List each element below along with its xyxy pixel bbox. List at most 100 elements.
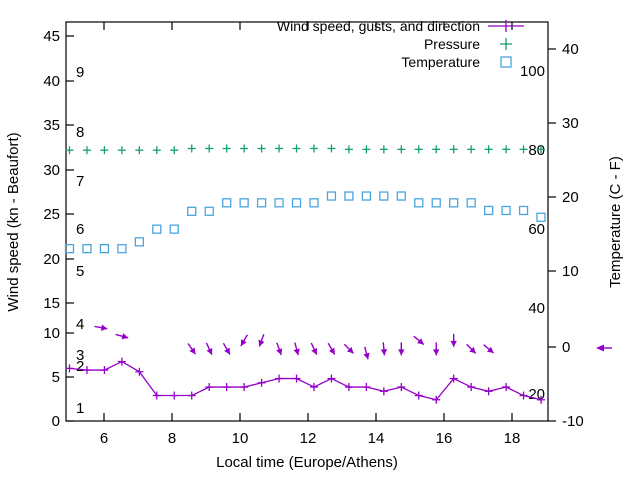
temperature-point <box>518 205 529 216</box>
y-axis-ticks <box>66 35 74 422</box>
temperature-point <box>152 224 162 234</box>
x-axis-ticks <box>103 22 513 421</box>
beaufort-6: 6 <box>76 221 84 238</box>
x-axis-tick-labels: 6 8 10 12 14 16 18 <box>100 430 521 447</box>
wind-direction-arrow <box>115 333 129 340</box>
y-tick-45: 45 <box>43 28 60 45</box>
temperature-point <box>239 198 249 208</box>
y-tick-5: 5 <box>52 369 60 386</box>
temperature-point <box>134 237 144 247</box>
y2-tick-0: 0 <box>562 339 570 356</box>
wind-direction-arrow <box>327 342 336 355</box>
beaufort-4: 4 <box>76 316 84 333</box>
wind-direction-arrow <box>293 342 300 356</box>
wind-direction-arrow <box>276 342 283 356</box>
y-axis-tick-labels: 45 40 35 30 25 20 15 10 5 0 <box>43 28 60 430</box>
temperature-point <box>414 198 424 208</box>
temperature-point <box>396 191 406 201</box>
wind-speed-line <box>69 360 542 401</box>
x-tick-16: 16 <box>436 430 453 447</box>
legend-marker-temperature <box>500 56 512 68</box>
legend-label-pressure: Pressure <box>424 36 480 52</box>
wind-speed-series <box>65 357 546 404</box>
plot-border <box>65 21 549 422</box>
temperature-point <box>483 205 494 216</box>
fahrenheit-40: 40 <box>528 300 545 317</box>
temperature-point <box>326 191 337 201</box>
x-tick-14: 14 <box>368 430 385 447</box>
wind-direction-arrow <box>433 342 440 356</box>
temperature-point <box>379 191 389 201</box>
y2-tick-20: 20 <box>562 189 579 206</box>
wind-direction-arrow <box>205 342 213 356</box>
y2-axis-ticks <box>548 48 556 422</box>
y-tick-0: 0 <box>52 413 60 430</box>
y2-tick-40: 40 <box>562 41 579 58</box>
x-tick-18: 18 <box>504 430 521 447</box>
x-axis-title: Local time (Europe/Athens) <box>216 454 398 471</box>
temperature-point <box>274 198 284 208</box>
y2-axis-title: Temperature (C - F) <box>607 156 624 288</box>
x-tick-6: 6 <box>100 430 108 447</box>
wind-direction-arrow <box>343 343 355 354</box>
temperature-point <box>117 244 127 254</box>
wind-direction-arrow <box>413 335 425 346</box>
wind-direction-key-arrow <box>596 344 612 352</box>
wind-direction-arrow <box>310 342 318 356</box>
legend-marker-wind <box>488 20 524 32</box>
pressure-series <box>65 144 546 155</box>
y-axis-title: Wind speed (kn - Beaufort) <box>5 132 22 311</box>
y2-tick-10: 10 <box>562 263 579 280</box>
wind-direction-arrow <box>258 334 265 347</box>
temperature-point <box>536 212 546 222</box>
x-tick-12: 12 <box>300 430 317 447</box>
wind-direction-arrow <box>187 343 197 355</box>
x-tick-8: 8 <box>168 430 176 447</box>
legend-label-wind: Wind speed, gusts, and direction <box>277 18 480 34</box>
y2-axis-tick-labels: 40 30 20 10 0 -10 <box>562 41 584 430</box>
y-tick-40: 40 <box>43 73 60 90</box>
temperature-point <box>501 205 511 216</box>
temperature-point <box>64 244 75 254</box>
temperature-point <box>82 244 92 254</box>
y-tick-10: 10 <box>43 325 60 342</box>
temperature-point <box>291 198 302 208</box>
beaufort-1: 1 <box>76 400 84 417</box>
wind-direction-arrow <box>380 342 388 356</box>
temperature-point <box>361 191 372 201</box>
beaufort-9: 9 <box>76 64 84 81</box>
temperature-point <box>187 206 197 216</box>
wind-direction-arrow <box>240 334 248 347</box>
wind-direction-arrow <box>222 342 231 355</box>
beaufort-scale-labels: 1 2 3 4 5 6 7 8 9 <box>76 64 84 417</box>
temperature-point <box>256 198 267 208</box>
legend: Wind speed, gusts, and direction Pressur… <box>277 18 524 70</box>
y-tick-25: 25 <box>43 206 60 223</box>
y-tick-35: 35 <box>43 117 60 134</box>
y-tick-20: 20 <box>43 251 60 268</box>
beaufort-8: 8 <box>76 124 84 141</box>
beaufort-7: 7 <box>76 173 84 190</box>
temperature-point <box>431 198 441 208</box>
fahrenheit-20: 20 <box>528 386 545 403</box>
x-tick-10: 10 <box>232 430 249 447</box>
temperature-point <box>169 224 179 234</box>
temperature-point <box>99 244 110 254</box>
fahrenheit-100: 100 <box>520 63 545 80</box>
y-tick-15: 15 <box>43 295 60 312</box>
fahrenheit-scale-labels: 100 80 60 40 20 <box>520 63 545 403</box>
wind-direction-arrow <box>398 342 405 356</box>
wind-direction-arrows <box>94 324 495 360</box>
beaufort-3: 3 <box>76 347 84 364</box>
legend-label-temperature: Temperature <box>401 54 480 70</box>
temperature-point <box>466 198 476 208</box>
beaufort-2: 2 <box>76 358 84 375</box>
beaufort-5: 5 <box>76 263 84 280</box>
temperature-point <box>344 191 354 201</box>
wind-direction-arrow <box>466 343 477 354</box>
legend-marker-pressure <box>500 38 512 50</box>
wind-direction-arrow <box>483 344 495 354</box>
temperature-point <box>449 198 459 208</box>
